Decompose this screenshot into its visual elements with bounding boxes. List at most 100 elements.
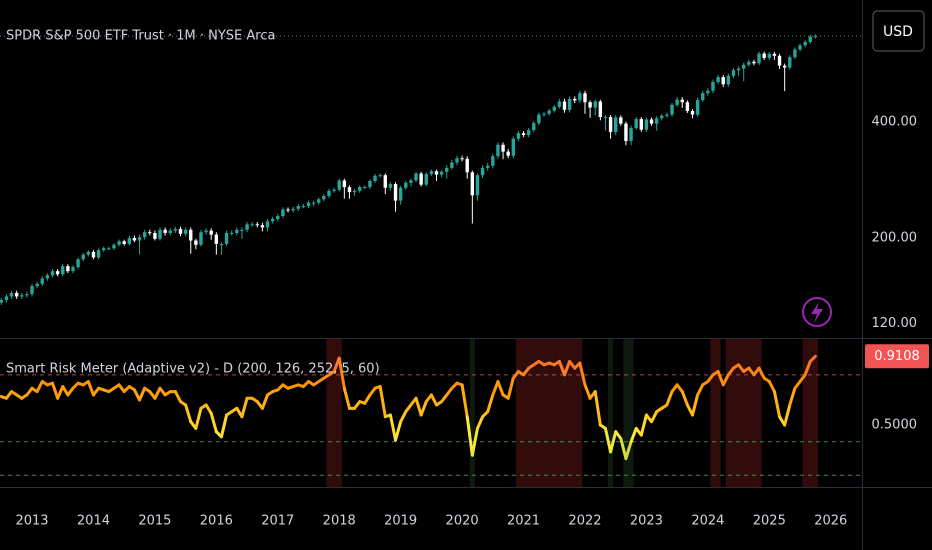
risk-line-segment [153, 386, 162, 400]
candle-body [706, 90, 710, 94]
candle-body [368, 181, 372, 188]
candle-body [767, 53, 771, 59]
candle-body [716, 77, 720, 82]
candle-body [624, 123, 628, 141]
candle-body [281, 209, 285, 217]
risk-line-segment [803, 359, 812, 377]
risk-line-segment [51, 381, 60, 400]
candle-body [506, 151, 510, 156]
candle-body [183, 229, 188, 234]
risk-line-segment [61, 385, 70, 397]
candle-body [173, 228, 178, 231]
candle-body [127, 237, 131, 244]
x-tick-label: 2017 [261, 514, 294, 529]
candle-body [573, 98, 577, 101]
candle-body [96, 250, 101, 258]
candle-body [695, 100, 700, 115]
alert-icon[interactable] [802, 297, 832, 327]
candle-body [486, 165, 490, 168]
safe-band [623, 339, 629, 487]
candle-body [373, 175, 377, 182]
candle-body [424, 174, 428, 185]
candle-body [496, 144, 500, 157]
candle-body [567, 98, 572, 110]
candle-body [352, 190, 357, 193]
candle-body [219, 243, 224, 245]
candle-body [393, 184, 398, 201]
x-tick-label: 2016 [200, 514, 233, 529]
candle-body [383, 175, 387, 188]
candle-body [593, 101, 597, 108]
candle-body [255, 224, 259, 226]
candle-body [557, 101, 562, 107]
candle-body [142, 232, 147, 238]
x-tick-label: 2015 [138, 514, 171, 529]
candle-body [81, 254, 85, 260]
x-tick-label: 2022 [568, 514, 601, 529]
currency-button[interactable] [872, 10, 925, 52]
risk-band [730, 339, 737, 487]
candle-body [639, 119, 643, 130]
risk-band [715, 339, 721, 487]
candle-body [629, 127, 633, 141]
candle-body [117, 241, 121, 245]
candle-body [772, 53, 777, 56]
candle-body [711, 81, 715, 91]
candle-body [337, 180, 341, 190]
risk-line-segment [378, 385, 387, 419]
candle-body [562, 101, 567, 110]
risk-line-segment [665, 390, 674, 407]
chart-title: SPDR S&P 500 ETF Trust · 1M · NYSE Arca [6, 29, 275, 44]
risk-line-segment [680, 390, 689, 407]
risk-line-segment [808, 354, 817, 363]
candle-body [480, 167, 485, 176]
candle-body [757, 53, 761, 64]
risk-line-segment [209, 411, 218, 434]
candle-body [55, 271, 60, 275]
risk-band [536, 339, 542, 487]
candle-body [588, 102, 592, 108]
candle-body [777, 55, 782, 66]
x-tick-label: 2013 [15, 514, 48, 529]
risk-band [710, 339, 716, 487]
candle-body [419, 173, 423, 185]
candle-body [808, 36, 812, 42]
risk-line-segment [557, 359, 566, 377]
alert-bolt [811, 302, 823, 323]
risk-line-segment [624, 440, 633, 461]
risk-line-segment [691, 393, 700, 417]
risk-line-segment [788, 386, 797, 407]
candle-body [301, 206, 306, 208]
candle-body [654, 118, 659, 124]
risk-line-segment [429, 393, 438, 407]
candle-body [0, 300, 4, 303]
risk-line-segment [219, 413, 229, 439]
candle-body [358, 187, 362, 191]
candle-body [736, 68, 741, 71]
candle-body [102, 248, 106, 251]
candle-body [122, 241, 126, 244]
candle-body [598, 101, 603, 118]
indicator-pane: 0.5000 0.9108 [0, 339, 929, 487]
candle-body [4, 296, 9, 301]
candle-body [50, 271, 55, 276]
candle-body [71, 267, 75, 272]
y-tick-label: 0.5000 [872, 418, 918, 433]
risk-line-segment [721, 373, 730, 387]
candle-body [163, 229, 167, 234]
candle-body [107, 248, 111, 250]
risk-band [556, 339, 562, 487]
candle-body [14, 292, 19, 297]
risk-line-segment [399, 410, 408, 424]
risk-line-segment [491, 380, 500, 397]
candle-body [388, 184, 393, 188]
candle-body [404, 182, 408, 188]
risk-line-segment [563, 359, 572, 377]
candle-body [552, 106, 556, 111]
candle-body [276, 216, 280, 219]
safe-band [608, 339, 614, 487]
currency-label[interactable]: USD [883, 24, 913, 40]
risk-line-segment [583, 383, 592, 400]
candle-body [291, 208, 295, 211]
candle-body [153, 233, 157, 239]
